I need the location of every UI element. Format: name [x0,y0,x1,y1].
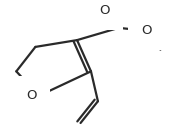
Text: O: O [141,24,152,37]
Text: O: O [27,89,37,102]
Text: O: O [100,4,110,17]
